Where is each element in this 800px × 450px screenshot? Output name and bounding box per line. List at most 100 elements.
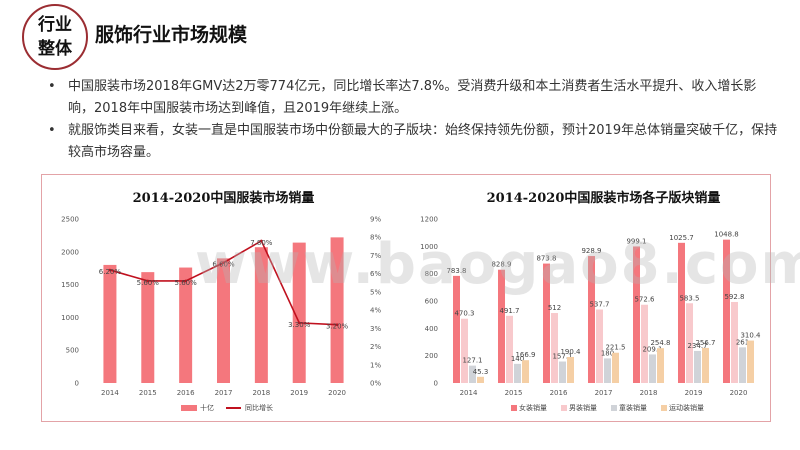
chart1-ytick: 2000: [61, 248, 79, 256]
watermark: www.baogao8.com: [195, 232, 800, 297]
chart1-growth-label: 5.60%: [137, 279, 160, 287]
chart2-legend-swatch: [661, 405, 667, 411]
chart2-data-label: 180: [601, 349, 614, 357]
bullet-mark: •: [48, 123, 56, 138]
chart2-bar: [596, 309, 603, 383]
chart2-ytick: 1200: [420, 216, 438, 224]
chart1-bar: [141, 272, 155, 383]
bullet-item-2: • 就服饰类目来看，女装一直是中国服装市场中份额最大的子版块：始终保持领先份额，…: [48, 120, 778, 164]
chart2-data-label: 592.8: [724, 293, 744, 301]
chart2-bar: [702, 347, 709, 383]
bullet-text-2: 就服饰类目来看，女装一直是中国服装市场中份额最大的子版块：始终保持领先份额，预计…: [68, 123, 778, 160]
chart2-bar: [604, 358, 611, 383]
chart2-bar: [686, 303, 693, 383]
chart1-ytick: 1500: [61, 281, 79, 289]
chart1-growth-point: [335, 323, 339, 326]
chart2-data-label: 928.9: [581, 247, 601, 255]
chart2-bar: [678, 242, 685, 383]
chart2-data-label: 256.7: [695, 339, 715, 347]
chart2-ytick: 800: [425, 270, 438, 278]
chart2-bar: [477, 376, 484, 383]
chart2-data-label: 157.1: [552, 353, 572, 361]
charts-frame: [41, 174, 771, 422]
chart1-y2tick: 4%: [370, 307, 381, 315]
chart1-bar: [103, 264, 117, 383]
chart2-legend-label: 运动装销量: [669, 403, 704, 412]
chart1-ytick: 1000: [61, 314, 79, 322]
chart2-legend-label: 童装销量: [619, 403, 647, 412]
chart1-growth-point: [222, 261, 225, 265]
chart1-y2tick: 2%: [370, 343, 381, 351]
chart1-legend-swatch-bar: [181, 405, 197, 411]
chart2-legend-swatch: [561, 405, 567, 411]
chart2-bar: [543, 263, 550, 383]
chart1-growth-point: [184, 279, 187, 283]
chart1-xtick: 2016: [177, 389, 195, 397]
chart2-data-label: 583.5: [679, 294, 699, 302]
chart2-data-label: 1048.8: [714, 231, 739, 239]
chart2-xtick: 2017: [595, 389, 613, 397]
chart1-growth-label: 3.30%: [288, 321, 311, 329]
chart1-y2tick: 8%: [370, 234, 381, 242]
chart2-bar: [633, 246, 640, 383]
chart2-bar: [469, 365, 476, 383]
chart2-bar: [551, 313, 558, 383]
chart2-xtick: 2019: [685, 389, 703, 397]
chart2-bar: [641, 304, 648, 383]
chart2-data-label: 221.5: [605, 344, 625, 352]
chart2-ytick: 0: [434, 380, 438, 388]
chart2-data-label: 537.7: [589, 301, 609, 309]
chart2-bar: [739, 347, 746, 383]
chart1-xtick: 2017: [215, 389, 233, 397]
chart1-growth-point: [108, 268, 112, 272]
chart2-data-label: 470.3: [454, 310, 474, 318]
chart2-data-label: 999.1: [626, 237, 646, 245]
chart2-bar: [567, 356, 574, 383]
chart2-data-label: 254.8: [650, 339, 670, 347]
chart2-bar: [731, 301, 738, 383]
badge-line-1: 行业: [38, 15, 72, 35]
chart1-ytick: 500: [66, 347, 79, 355]
chart2-ytick: 400: [425, 325, 438, 333]
chart2-data-label: 166.9: [515, 351, 535, 359]
chart1-xtick: 2019: [290, 389, 308, 397]
chart2-bar: [453, 275, 460, 383]
badge-line-2: 整体: [38, 39, 72, 59]
chart2-data-label: 783.8: [446, 267, 466, 275]
chart2-title: 2014-2020中国服装市场各子版块销量: [487, 190, 721, 206]
chart1-legend-label: 十亿: [200, 403, 214, 412]
chart2-data-label: 828.9: [491, 261, 511, 269]
chart2-bar: [588, 256, 595, 383]
chart2-data-label: 512: [548, 304, 561, 312]
chart2-bar: [657, 348, 664, 383]
chart1-y2tick: 7%: [370, 252, 381, 260]
chart2-bar: [649, 354, 656, 383]
chart2-data-label: 140: [511, 355, 524, 363]
chart1-growth-point: [297, 321, 301, 325]
chart1-xtick: 2020: [328, 389, 346, 397]
section-badge: 行业 整体: [22, 4, 88, 70]
chart2-bar: [522, 360, 529, 383]
chart1-legend-label: 同比增长: [245, 403, 273, 412]
chart2-data-label: 209.1: [642, 345, 662, 353]
chart2-bar: [612, 352, 619, 383]
chart2-ytick: 200: [425, 352, 438, 360]
chart2-bar: [747, 340, 754, 383]
chart1-ytick: 0: [75, 380, 79, 388]
chart2-legend-label: 男装销量: [569, 403, 597, 412]
chart1-growth-point: [260, 239, 263, 243]
chart1-bar: [254, 247, 268, 383]
chart2-data-label: 310.4: [740, 332, 761, 340]
chart1-xtick: 2015: [139, 389, 157, 397]
chart1-growth-label: 5.60%: [175, 279, 198, 287]
bullet-text-1: 中国服装市场2018年GMV达2万零774亿元，同比增长率达7.8%。受消费升级…: [68, 79, 757, 116]
chart2-xtick: 2014: [460, 389, 478, 397]
chart2-data-label: 1025.7: [669, 234, 694, 242]
chart1-y2tick: 5%: [370, 288, 381, 296]
chart2-bar: [461, 318, 468, 383]
chart2-bar: [506, 315, 513, 383]
chart2-legend-swatch: [511, 405, 517, 411]
chart1-bar: [330, 237, 344, 383]
chart1-y2tick: 9%: [370, 216, 381, 224]
chart2-data-label: 491.7: [499, 307, 519, 315]
